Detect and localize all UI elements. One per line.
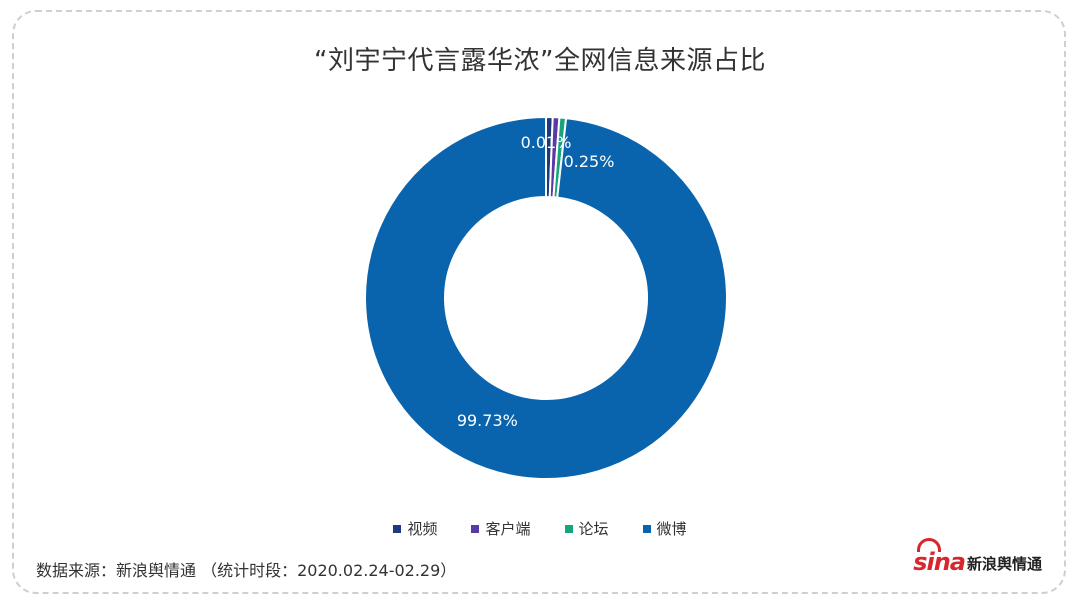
data-label-客户端: 0.01% (521, 133, 572, 152)
legend-swatch (564, 524, 573, 533)
legend-label: 微博 (656, 520, 687, 538)
legend-swatch (393, 524, 402, 533)
data-source-note: 数据来源：新浪舆情通 （统计时段：2020.02.24-02.29） (36, 561, 457, 580)
legend-swatch (642, 524, 651, 533)
legend-label: 论坛 (578, 520, 609, 538)
legend-item-视频: 视频 (393, 518, 437, 539)
card-frame (12, 10, 1066, 594)
legend-label: 客户端 (485, 520, 531, 538)
slice-微博 (364, 115, 728, 480)
legend-swatch (471, 524, 480, 533)
legend-item-论坛: 论坛 (564, 518, 609, 539)
data-label-微博: 99.73% (457, 411, 518, 430)
legend-label: 视频 (407, 520, 438, 538)
chart-legend: 视频 客户端 论坛 微博 (0, 518, 1080, 539)
chart-title: “刘宇宁代言露华浓”全网信息来源占比 (314, 46, 766, 76)
legend-item-客户端: 客户端 (471, 518, 531, 539)
legend-item-微博: 微博 (642, 518, 687, 539)
data-label-论坛: 0.25% (564, 152, 615, 171)
sina-logo: sina 新浪舆情通 (913, 538, 1042, 576)
sina-eye-icon: sina (913, 538, 966, 576)
